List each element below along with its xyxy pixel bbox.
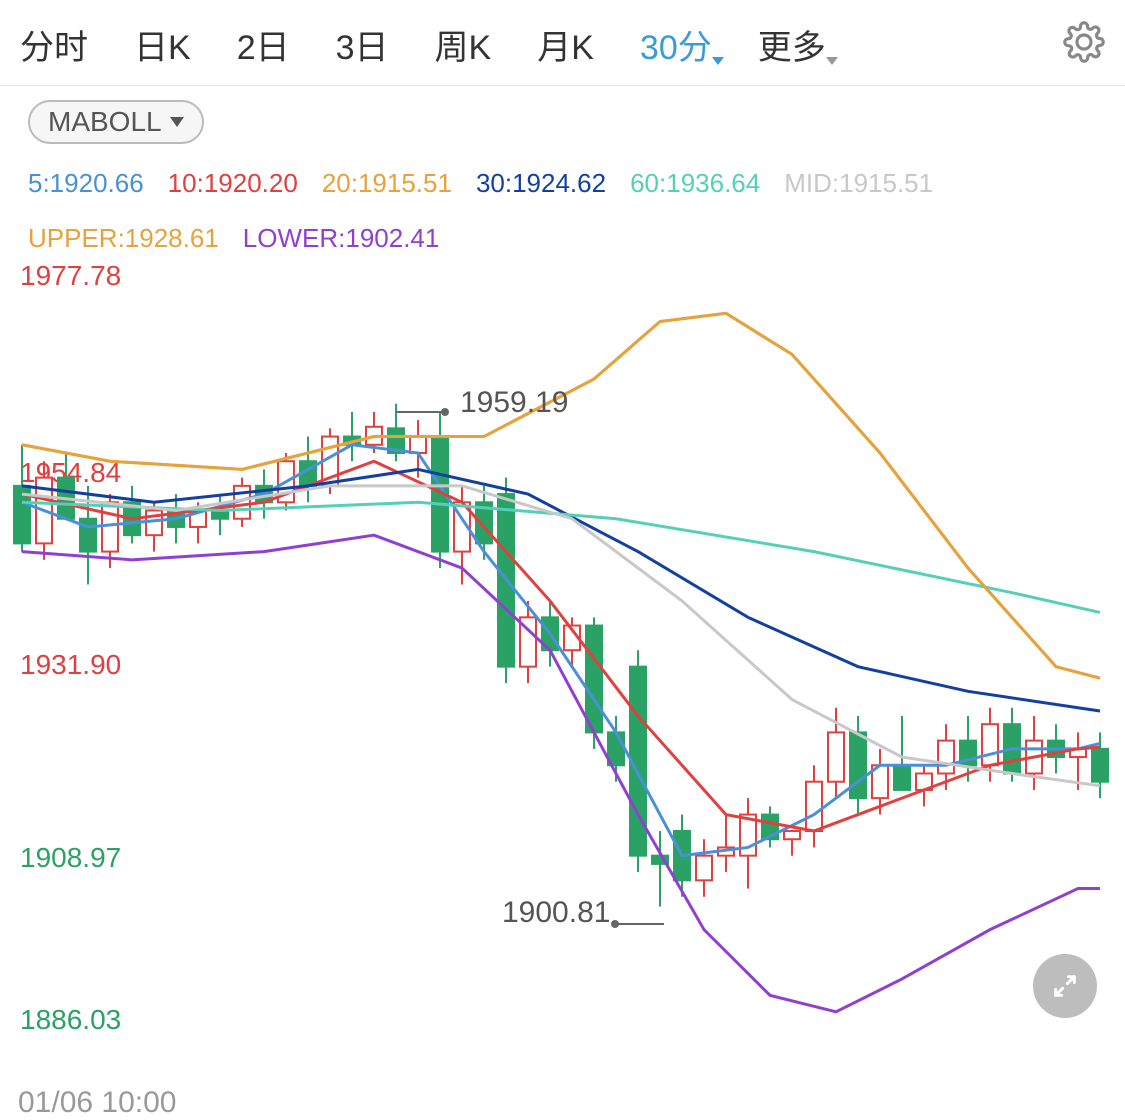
indicator-legend: MABOLL 5:1920.66 10:1920.20 20:1915.51 30:1… [0,86,1125,258]
tab-6[interactable]: 30分 [640,20,712,69]
indicator-selector-label: MABOLL [48,106,162,138]
indicator-value: UPPER:1928.61 [28,223,219,254]
candlestick-chart[interactable]: 1977.781954.841931.901908.971886.03 1959… [0,258,1125,1078]
chart-svg [0,258,1125,1078]
expand-button[interactable] [1033,954,1097,1018]
low-annotation: 1900.81 [502,896,610,930]
tab-0[interactable]: 分时 [20,20,88,69]
indicator-selector-button[interactable]: MABOLL [28,100,204,144]
expand-icon [1051,972,1079,1000]
settings-button[interactable] [1063,21,1105,68]
indicator-value: 30:1924.62 [476,168,606,199]
indicator-value: 5:1920.66 [28,168,144,199]
tab-5[interactable]: 月K [537,20,594,69]
timeframe-tabs: 分时日K 2日 3日周K 月K 30分更多 [0,0,1125,86]
indicator-value: 20:1915.51 [322,168,452,199]
tab-2[interactable]: 2日 [237,20,290,69]
indicator-value: 60:1936.64 [630,168,760,199]
tab-7[interactable]: 更多 [758,20,826,69]
tab-3[interactable]: 3日 [336,20,389,69]
high-annotation: 1959.19 [460,386,568,420]
gear-icon [1063,21,1105,63]
chevron-down-icon [170,117,184,127]
tab-1[interactable]: 日K [134,20,191,69]
timestamp-label: 01/06 10:00 [0,1078,1125,1120]
indicator-value: LOWER:1902.41 [243,223,440,254]
tab-4[interactable]: 周K [435,20,492,69]
indicator-value: 10:1920.20 [168,168,298,199]
indicator-values: 5:1920.66 10:1920.20 20:1915.51 30:1924.62 6… [28,168,1105,254]
indicator-value: MID:1915.51 [784,168,933,199]
